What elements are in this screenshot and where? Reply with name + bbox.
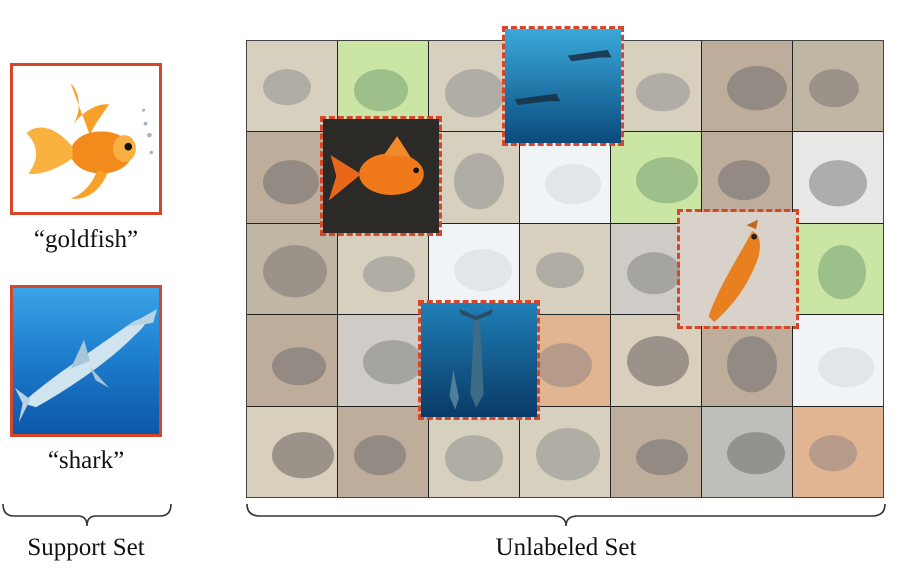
grid-image-dog <box>338 406 428 497</box>
unlabeled-image-grid <box>246 40 884 498</box>
goldfish-image <box>26 83 154 199</box>
unlabeled-set-title: Unlabeled Set <box>495 534 637 561</box>
grid-image-snake <box>611 132 701 223</box>
grid-image-bird <box>520 406 610 497</box>
grid-image-dog <box>247 315 337 406</box>
grid-image-turtle <box>247 223 337 315</box>
grid-image-cat <box>338 315 428 406</box>
highlighted-shark-image <box>502 26 624 146</box>
grid-image-bird <box>429 406 519 497</box>
grid-image-bird <box>520 223 610 315</box>
grid-image-fox <box>793 315 883 406</box>
grid-image-bird <box>429 132 519 223</box>
grid-image-bird <box>611 41 701 132</box>
grid-image-fox <box>429 223 519 315</box>
grid-image-bird <box>338 223 428 315</box>
grid-image-turtle <box>793 41 883 132</box>
grid-image-spider <box>611 315 701 406</box>
shark-image <box>14 309 158 423</box>
support-image-goldfish <box>10 63 162 215</box>
highlighted-goldfish-image <box>677 209 799 329</box>
unlabeled-set-brace <box>246 503 886 527</box>
highlighted-goldfish-image <box>320 116 442 236</box>
grid-image-crab <box>793 406 883 497</box>
grid-image-dog <box>611 406 701 497</box>
grid-image-fox <box>520 132 610 223</box>
grid-image-dog <box>702 315 792 406</box>
support-label-goldfish: “goldfish” <box>33 226 139 253</box>
support-image-shark <box>10 285 162 437</box>
support-set-title: Support Set <box>27 534 145 561</box>
highlighted-shark-image <box>418 300 540 420</box>
support-set-brace <box>2 503 172 527</box>
grid-image-leopard <box>793 132 883 223</box>
grid-image-spider <box>247 406 337 497</box>
grid-image-dog <box>702 132 792 223</box>
support-label-shark: “shark” <box>47 447 125 474</box>
grid-image-dog <box>702 41 792 132</box>
grid-image-monkey <box>702 406 792 497</box>
grid-image-snake <box>793 223 883 315</box>
